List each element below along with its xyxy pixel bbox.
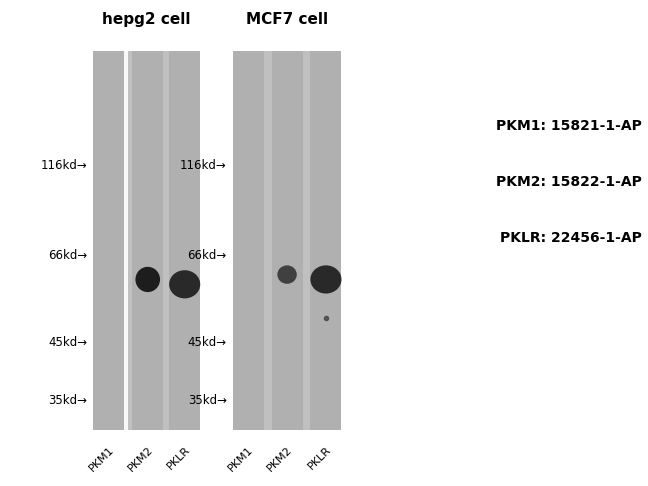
Text: PKM2: PKM2 [126,445,155,473]
Text: hepg2 cell: hepg2 cell [102,12,190,27]
Bar [272,51,303,430]
Text: 35kd→: 35kd→ [49,395,87,407]
Bar [310,51,341,430]
Text: 45kd→: 45kd→ [49,336,87,349]
Text: PKM1: PKM1 [87,445,116,473]
Text: PKLR: 22456-1-AP: PKLR: 22456-1-AP [500,231,642,245]
Text: 45kd→: 45kd→ [188,336,227,349]
Bar [124,51,128,430]
Text: PKLR: PKLR [165,445,192,471]
Text: PKM1: PKM1 [227,445,255,473]
Text: 116kd→: 116kd→ [41,159,87,172]
Text: PKLR: PKLR [306,445,333,471]
Ellipse shape [135,267,160,292]
Text: PKM2: 15822-1-AP: PKM2: 15822-1-AP [496,175,642,189]
Ellipse shape [169,270,200,298]
Text: PKM2: PKM2 [265,445,294,473]
Bar [94,51,198,430]
Text: 66kd→: 66kd→ [48,249,87,261]
Text: PKM1: 15821-1-AP: PKM1: 15821-1-AP [496,120,642,133]
Text: 35kd→: 35kd→ [188,395,227,407]
Bar [132,51,163,430]
Bar [233,51,264,430]
Text: 66kd→: 66kd→ [187,249,227,261]
Bar [169,51,200,430]
Bar [233,51,340,430]
Ellipse shape [310,265,341,294]
Bar [93,51,124,430]
Text: MCF7 cell: MCF7 cell [246,12,328,27]
Ellipse shape [277,265,297,284]
Text: 116kd→: 116kd→ [180,159,227,172]
